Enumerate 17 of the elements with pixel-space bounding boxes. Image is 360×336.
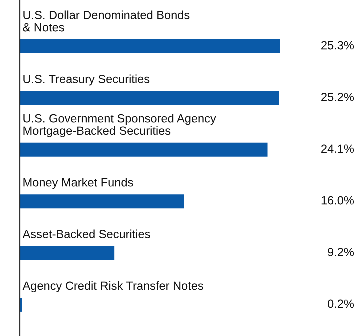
bar — [20, 91, 280, 106]
data-label: 0.2% — [328, 300, 354, 308]
y-tick-label: Asset-Backed Securities — [22, 230, 150, 238]
bar — [20, 194, 184, 209]
y-tick-label: Money Market Funds — [24, 178, 134, 190]
bar — [20, 40, 280, 54]
data-label: 25.2% — [322, 93, 354, 102]
bar — [20, 142, 268, 157]
y-tick-label: U.S. Government Sponsored Agency Mortgage-Backed Securities — [24, 114, 216, 138]
bar — [20, 246, 115, 260]
y-tick-label: Agency Credit Risk Transfer Notes — [22, 281, 204, 292]
y-tick-label: U.S. Treasury Securities — [24, 74, 150, 86]
data-label: 16.0% — [322, 196, 354, 205]
data-label: 24.1% — [322, 144, 354, 154]
data-label: 9.2% — [328, 248, 354, 256]
data-label: 25.3% — [322, 41, 354, 50]
y-tick-label: U.S. Dollar Denominated Bonds & Notes — [23, 10, 190, 32]
